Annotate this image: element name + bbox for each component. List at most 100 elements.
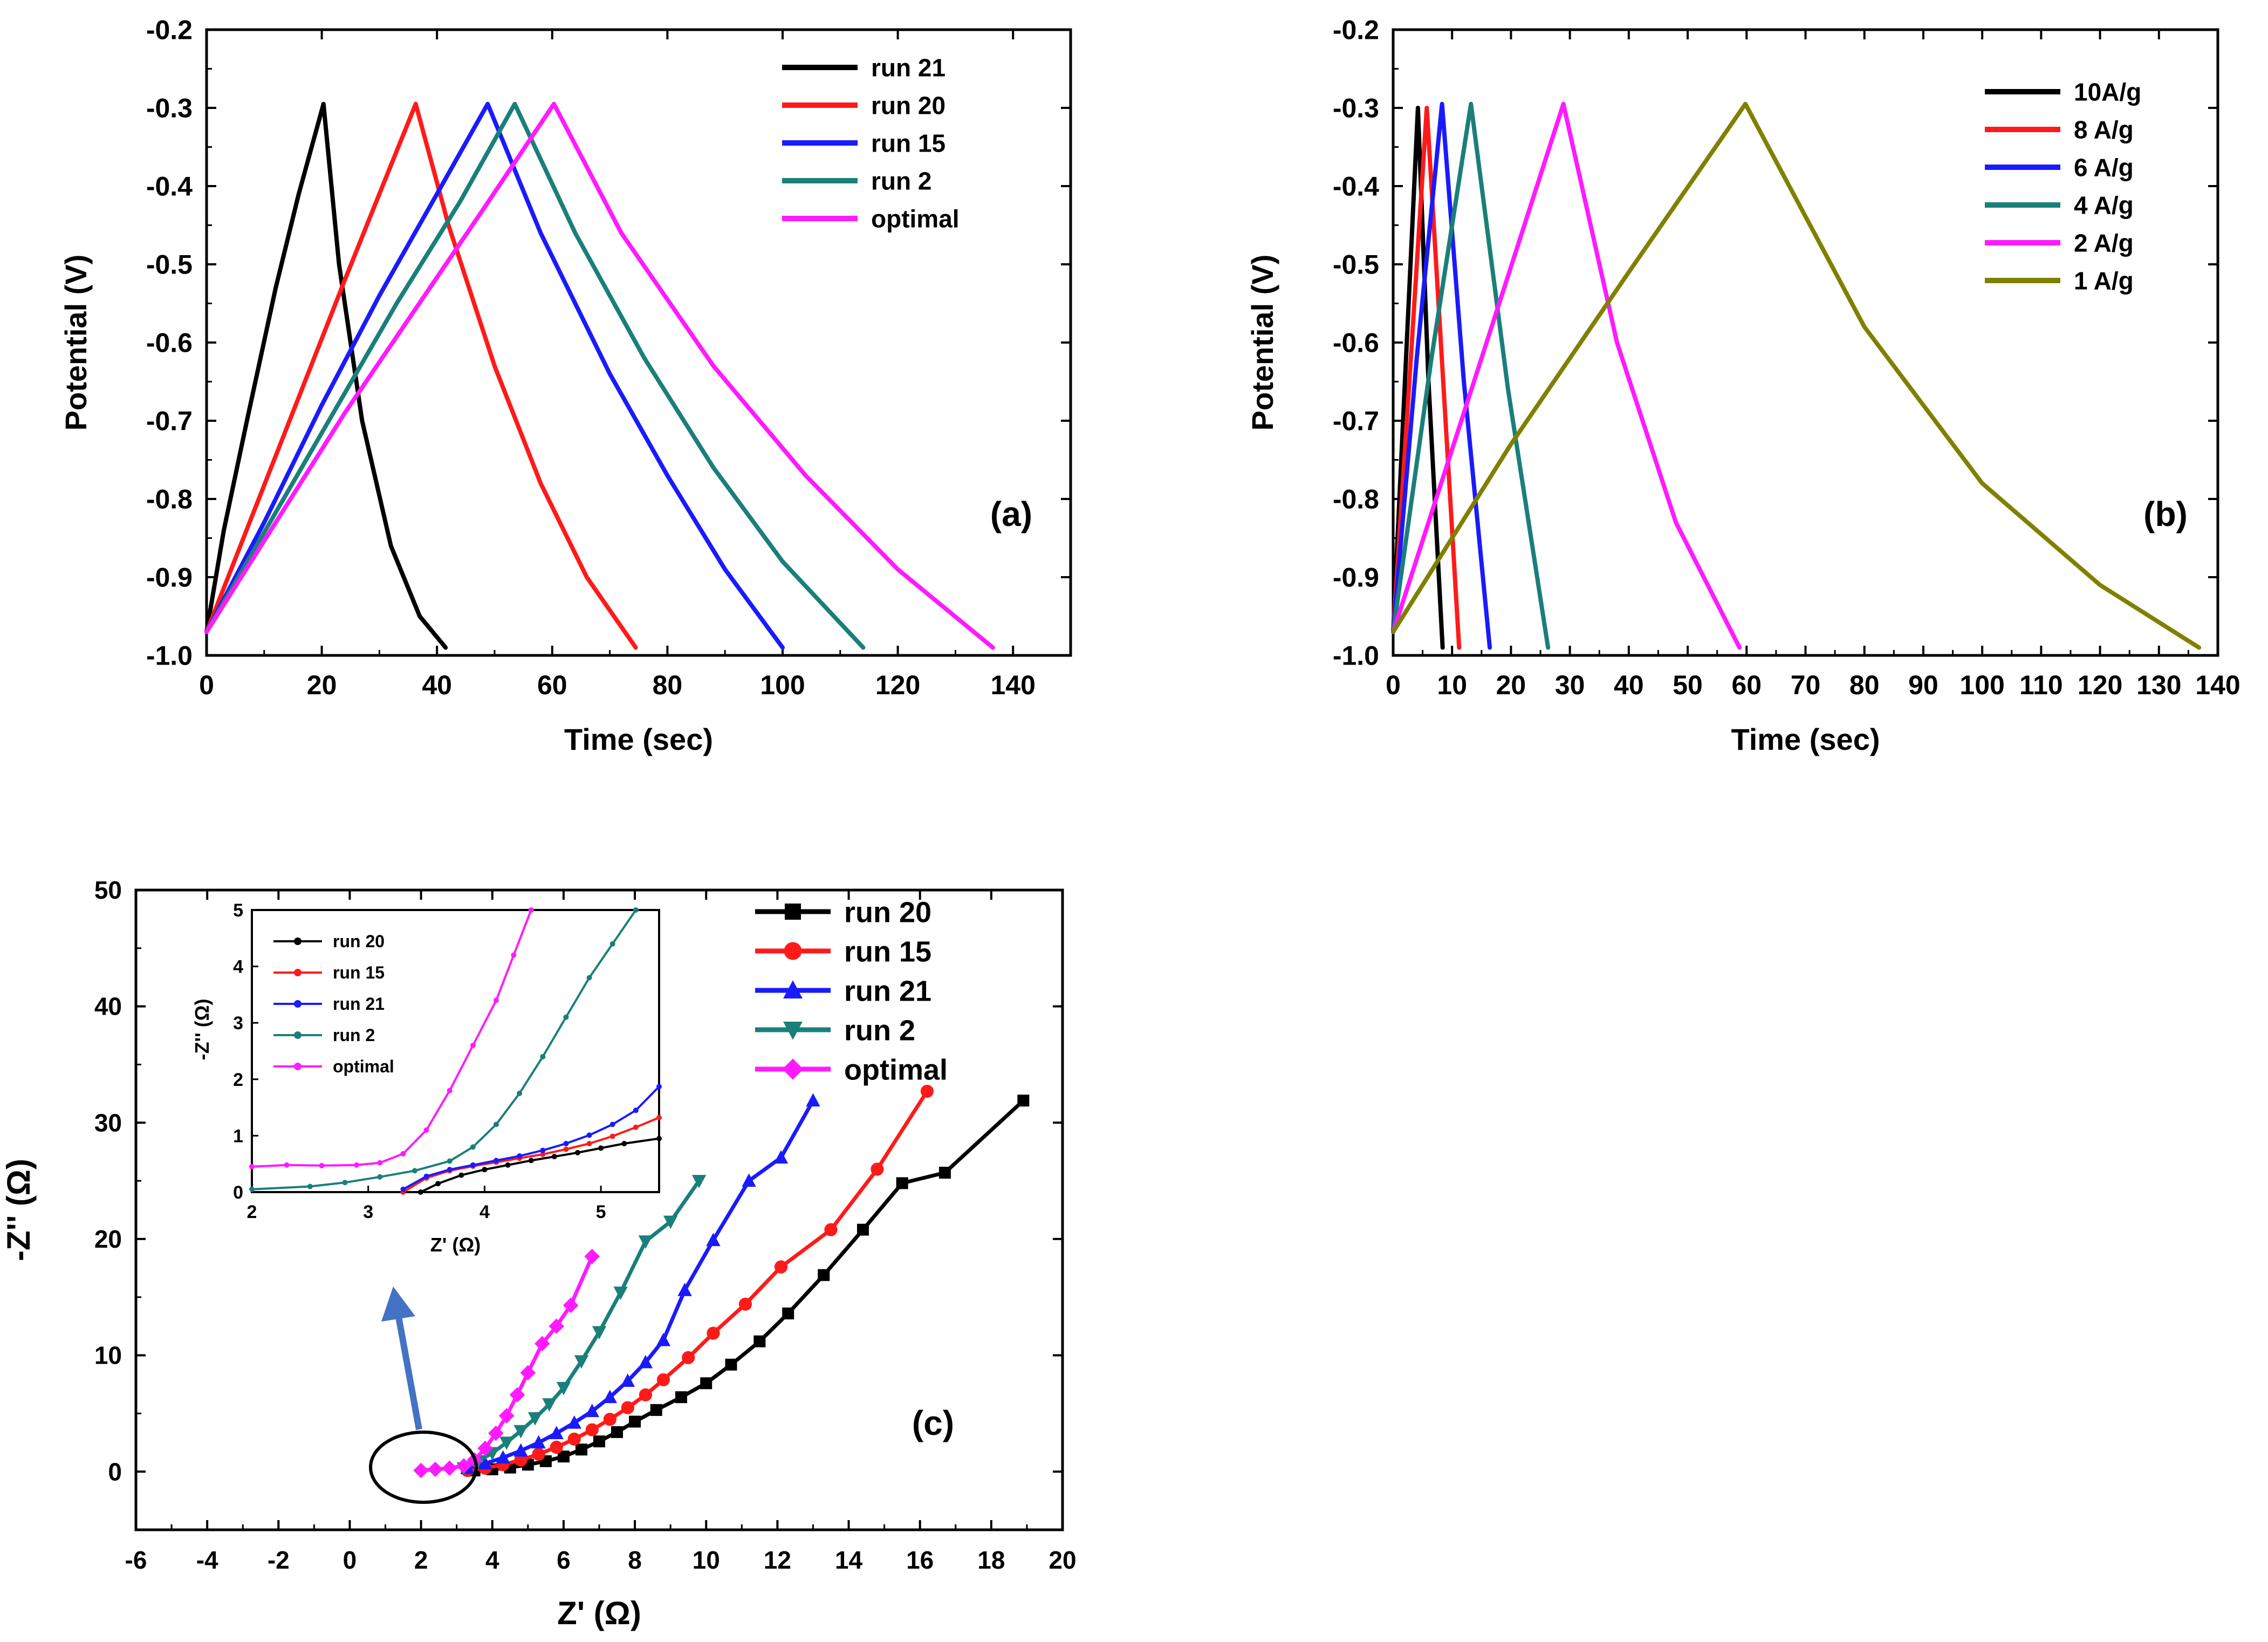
data-point [782,1307,794,1319]
inset-data-point [447,1158,453,1164]
x-tick-label: 16 [906,1546,934,1574]
inset-legend-marker [294,969,302,976]
data-point [818,1269,830,1281]
data-point [725,1358,737,1371]
inset-data-point [249,1186,255,1192]
data-point [677,1283,692,1296]
inset-legend-label: run 20 [333,932,385,951]
inset-x-tick-label: 2 [247,1202,257,1222]
x-tick-label: 120 [2078,670,2122,700]
x-tick-label: 20 [1049,1546,1076,1574]
y-tick-label: -0.6 [1333,328,1379,358]
legend-marker [784,942,802,960]
inset-data-point [423,1127,429,1133]
inset-data-point [621,1141,627,1147]
x-tick-label: 20 [1496,670,1526,700]
series-optimal [413,1248,600,1479]
inset-data-point [609,941,615,947]
inset-data-point [400,1186,406,1192]
data-point [413,1462,429,1479]
x-tick-label: 60 [537,670,567,700]
x-tick-label: 2 [414,1546,428,1574]
x-tick-label: 12 [764,1546,791,1574]
legend-label: 6 A/g [2074,154,2134,182]
legend-label: optimal [844,1053,948,1086]
legend-marker [785,904,801,920]
inset-data-point [494,1158,499,1164]
series-4-a-g [1391,101,1551,650]
inset-data-point [482,1167,488,1173]
data-point [488,1425,504,1441]
inset-series-run-2 [249,907,639,1192]
inset-y-axis-title: -Z'' (Ω) [191,999,213,1061]
inset-data-point [458,1172,464,1178]
data-point [774,1260,788,1274]
inset-data-point [447,1087,453,1093]
y-tick-label: -0.2 [146,15,193,45]
inset-data-point [540,1147,546,1153]
inset-data-point [249,1164,255,1169]
legend-label: run 2 [844,1014,915,1046]
legend: 10A/g 8 A/g 6 A/g 4 A/g 2 A/g 1 A/g [1985,78,2141,295]
series-line [204,101,785,650]
inset-x-tick-label: 5 [596,1202,606,1222]
inset-data-point [656,1135,662,1141]
inset-data-point [319,1162,325,1168]
x-tick-label: 0 [199,670,214,700]
x-tick-label: 100 [760,670,805,700]
data-point [557,1451,570,1463]
x-tick-label: 6 [557,1546,571,1574]
data-point [513,1425,528,1439]
legend-label: run 21 [871,54,945,82]
inset-data-point [447,1167,453,1173]
data-point [639,1388,652,1401]
data-point [938,1166,951,1179]
x-axis-title: Time (sec) [1731,722,1880,756]
data-point [563,1297,579,1313]
inset-data-point [505,1162,511,1168]
x-tick-label: 140 [990,670,1035,700]
legend-label: run 15 [844,935,931,968]
x-tick-label: 130 [2136,670,2181,700]
inset-data-point [511,952,517,958]
data-point [567,1432,581,1446]
y-tick-label: 40 [94,993,122,1021]
data-point [549,1318,565,1334]
series-2-a-g [1391,101,1742,650]
legend-label: 2 A/g [2074,229,2134,257]
inset-frame [251,909,660,1193]
inset-data-point [400,1151,406,1157]
zoom-arrow-shaft [394,1310,422,1431]
panel-label: (b) [2143,495,2188,533]
y-tick-label: -0.9 [1333,563,1379,593]
inset-data-point [494,997,499,1003]
panel-label: (c) [912,1404,954,1442]
data-point [656,1373,670,1386]
data-point [920,1084,934,1098]
inset-data-point [586,1132,592,1138]
series-line [1391,101,1551,650]
inset-y-tick-label: 3 [233,1013,243,1034]
inset-data-point [563,1146,569,1152]
data-point [857,1223,869,1236]
data-point [520,1365,536,1381]
x-tick-label: 70 [1791,670,1821,700]
data-point [477,1440,493,1456]
data-point [656,1332,671,1346]
series-6-a-g [1391,101,1492,650]
data-point [499,1436,514,1451]
legend-label: run 20 [844,896,931,928]
inset-y-tick-label: 4 [233,957,243,977]
inset-data-point [563,1141,569,1147]
inset-legend-label: optimal [333,1057,394,1076]
y-tick-label: 0 [108,1458,122,1486]
series-line [1391,101,2202,650]
x-tick-label: -4 [196,1546,218,1574]
y-tick-label: 30 [94,1109,122,1137]
x-tick-label: 4 [485,1546,499,1574]
inset-data-point [633,1107,639,1113]
data-point [567,1415,581,1429]
inset-data-point [412,1168,417,1174]
data-point [896,1177,908,1189]
